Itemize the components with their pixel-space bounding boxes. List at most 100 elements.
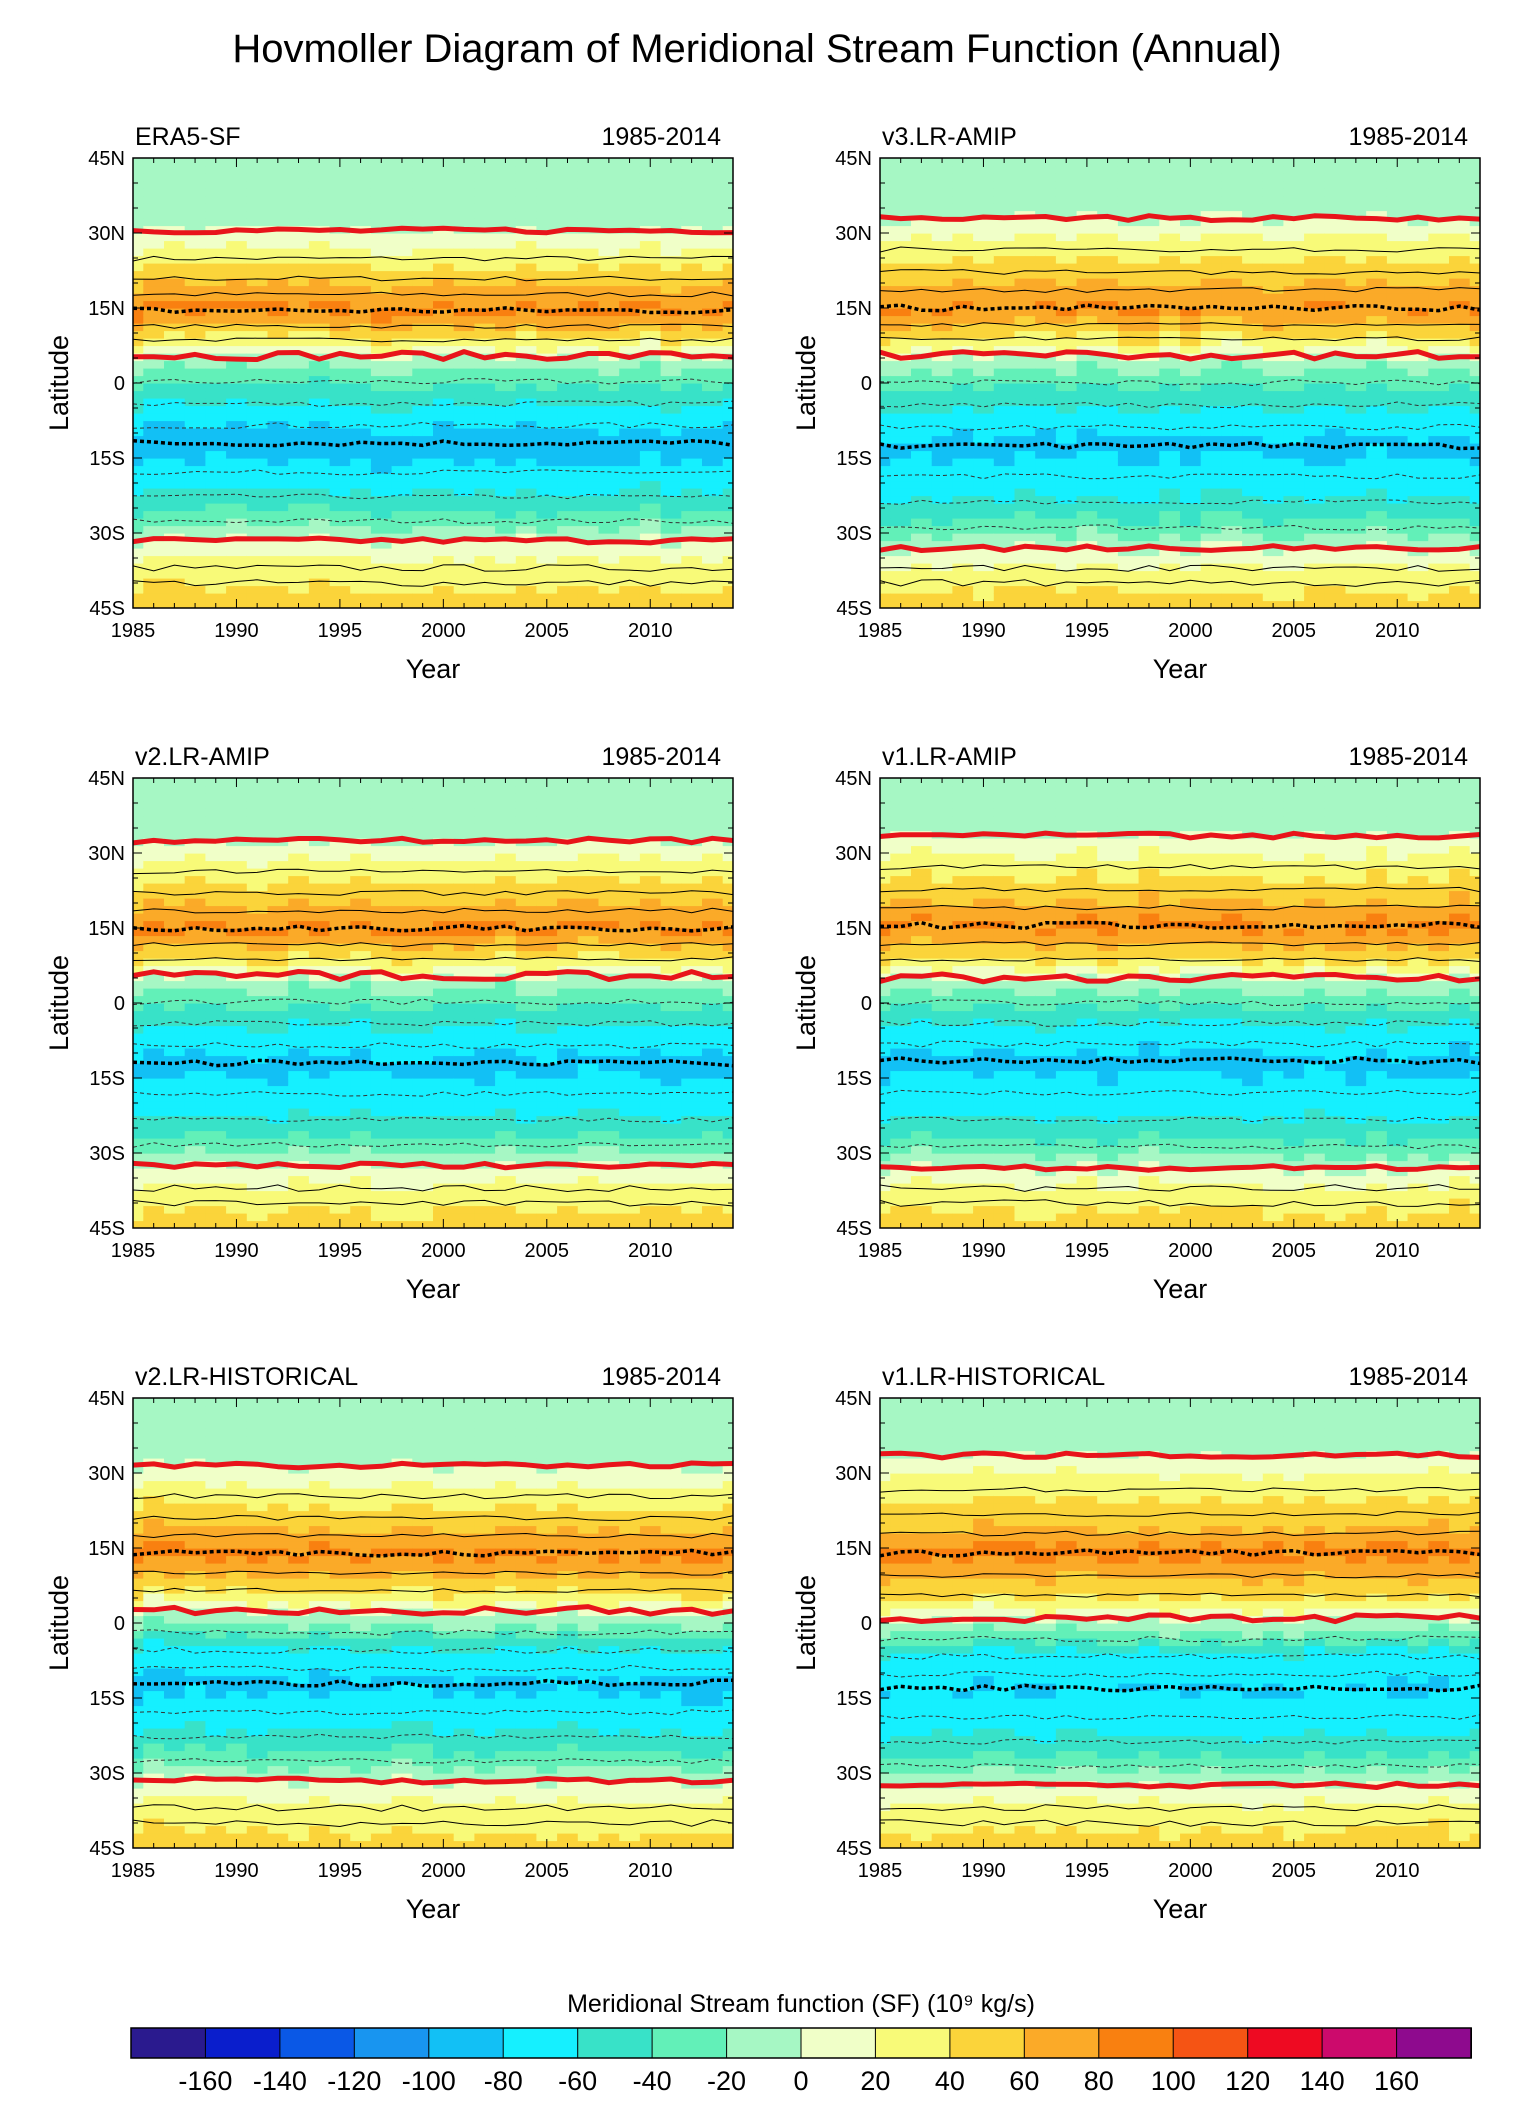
sf-cell <box>931 210 953 219</box>
sf-cell <box>1428 270 1450 279</box>
sf-cell <box>433 1040 455 1049</box>
sf-cell <box>267 853 289 862</box>
sf-cell <box>474 1123 496 1132</box>
sf-cell <box>329 1048 351 1057</box>
sf-cell <box>267 995 289 1004</box>
sf-cell <box>329 800 351 809</box>
sf-cell <box>1449 383 1471 392</box>
sf-cell <box>1407 465 1429 474</box>
sf-cell <box>184 165 206 174</box>
sf-cell <box>350 958 372 967</box>
sf-cell <box>1324 435 1347 444</box>
sf-cell <box>911 473 933 482</box>
sf-cell <box>1262 203 1285 212</box>
sf-cell <box>288 383 310 392</box>
sf-cell <box>246 278 269 287</box>
sf-cell <box>1345 270 1367 279</box>
sf-cell <box>1304 488 1326 497</box>
sf-cell <box>184 1205 206 1214</box>
sf-cell <box>1076 270 1098 279</box>
sf-cell <box>536 263 558 272</box>
sf-cell <box>308 293 331 302</box>
sf-cell <box>246 1153 269 1162</box>
sf-cell <box>308 980 331 989</box>
sf-cell <box>660 585 682 594</box>
sf-cell <box>1262 548 1285 557</box>
sf-cell <box>1014 420 1036 429</box>
sf-cell <box>370 510 393 519</box>
sf-cell <box>474 1190 496 1199</box>
sf-cell <box>515 585 538 594</box>
sf-cell <box>1366 225 1388 234</box>
sf-cell <box>288 248 310 257</box>
sf-cell <box>370 988 393 997</box>
sf-cell <box>931 218 953 227</box>
sf-cell <box>1200 435 1222 444</box>
sf-cell <box>1407 570 1429 579</box>
sf-cell <box>164 815 186 824</box>
sf-cell <box>1304 533 1326 542</box>
sf-cell <box>1283 390 1305 399</box>
sf-cell <box>619 210 641 219</box>
sf-cell <box>453 1145 475 1154</box>
sf-cell <box>931 338 953 347</box>
sf-cell <box>1221 533 1243 542</box>
sf-cell <box>267 218 289 227</box>
sf-cell <box>474 473 496 482</box>
sf-cell <box>1117 300 1140 309</box>
sf-cell <box>164 165 186 174</box>
sf-cell <box>890 323 912 332</box>
sf-cell <box>722 203 733 212</box>
sf-cell <box>267 570 289 579</box>
sf-cell <box>1097 563 1119 572</box>
field <box>880 158 1480 608</box>
sf-cell <box>164 428 186 437</box>
sf-cell <box>1076 165 1098 174</box>
sf-cell <box>226 898 248 907</box>
sf-cell <box>1262 375 1285 384</box>
sf-cell <box>412 1003 434 1012</box>
sf-cell <box>391 1085 413 1094</box>
sf-cell <box>973 563 995 572</box>
sf-cell <box>1262 503 1285 512</box>
sf-cell <box>722 285 733 294</box>
sf-cell <box>660 285 682 294</box>
sf-cell <box>226 1183 248 1192</box>
sf-cell <box>702 540 724 549</box>
sf-cell <box>557 458 579 467</box>
sf-cell <box>1221 398 1243 407</box>
sf-cell <box>246 180 269 189</box>
sf-cell <box>952 405 974 414</box>
sf-cell <box>350 173 372 182</box>
sf-cell <box>184 1123 206 1132</box>
sf-cell <box>598 428 620 437</box>
sf-cell <box>557 555 579 564</box>
sf-cell <box>184 293 206 302</box>
sf-cell <box>931 263 953 272</box>
sf-cell <box>1014 495 1036 504</box>
sf-cell <box>536 210 558 219</box>
sf-cell <box>890 270 912 279</box>
sf-cell <box>1117 570 1140 579</box>
sf-cell <box>474 928 496 937</box>
sf-cell <box>246 973 269 982</box>
sf-cell <box>973 225 995 234</box>
sf-cell <box>1407 270 1429 279</box>
sf-cell <box>1449 570 1471 579</box>
sf-cell <box>288 808 310 817</box>
sf-cell <box>660 195 682 204</box>
sf-cell <box>350 808 372 817</box>
sf-cell <box>184 225 206 234</box>
sf-cell <box>1180 495 1202 504</box>
sf-cell <box>226 248 248 257</box>
sf-cell <box>391 935 413 944</box>
sf-cell <box>246 785 269 794</box>
sf-cell <box>1345 165 1367 174</box>
sf-cell <box>1138 533 1160 542</box>
sf-cell <box>993 285 1016 294</box>
sf-cell <box>1449 555 1471 564</box>
sf-cell <box>1221 345 1243 354</box>
sf-cell <box>1076 450 1098 459</box>
sf-cell <box>536 488 558 497</box>
sf-cell <box>267 815 289 824</box>
